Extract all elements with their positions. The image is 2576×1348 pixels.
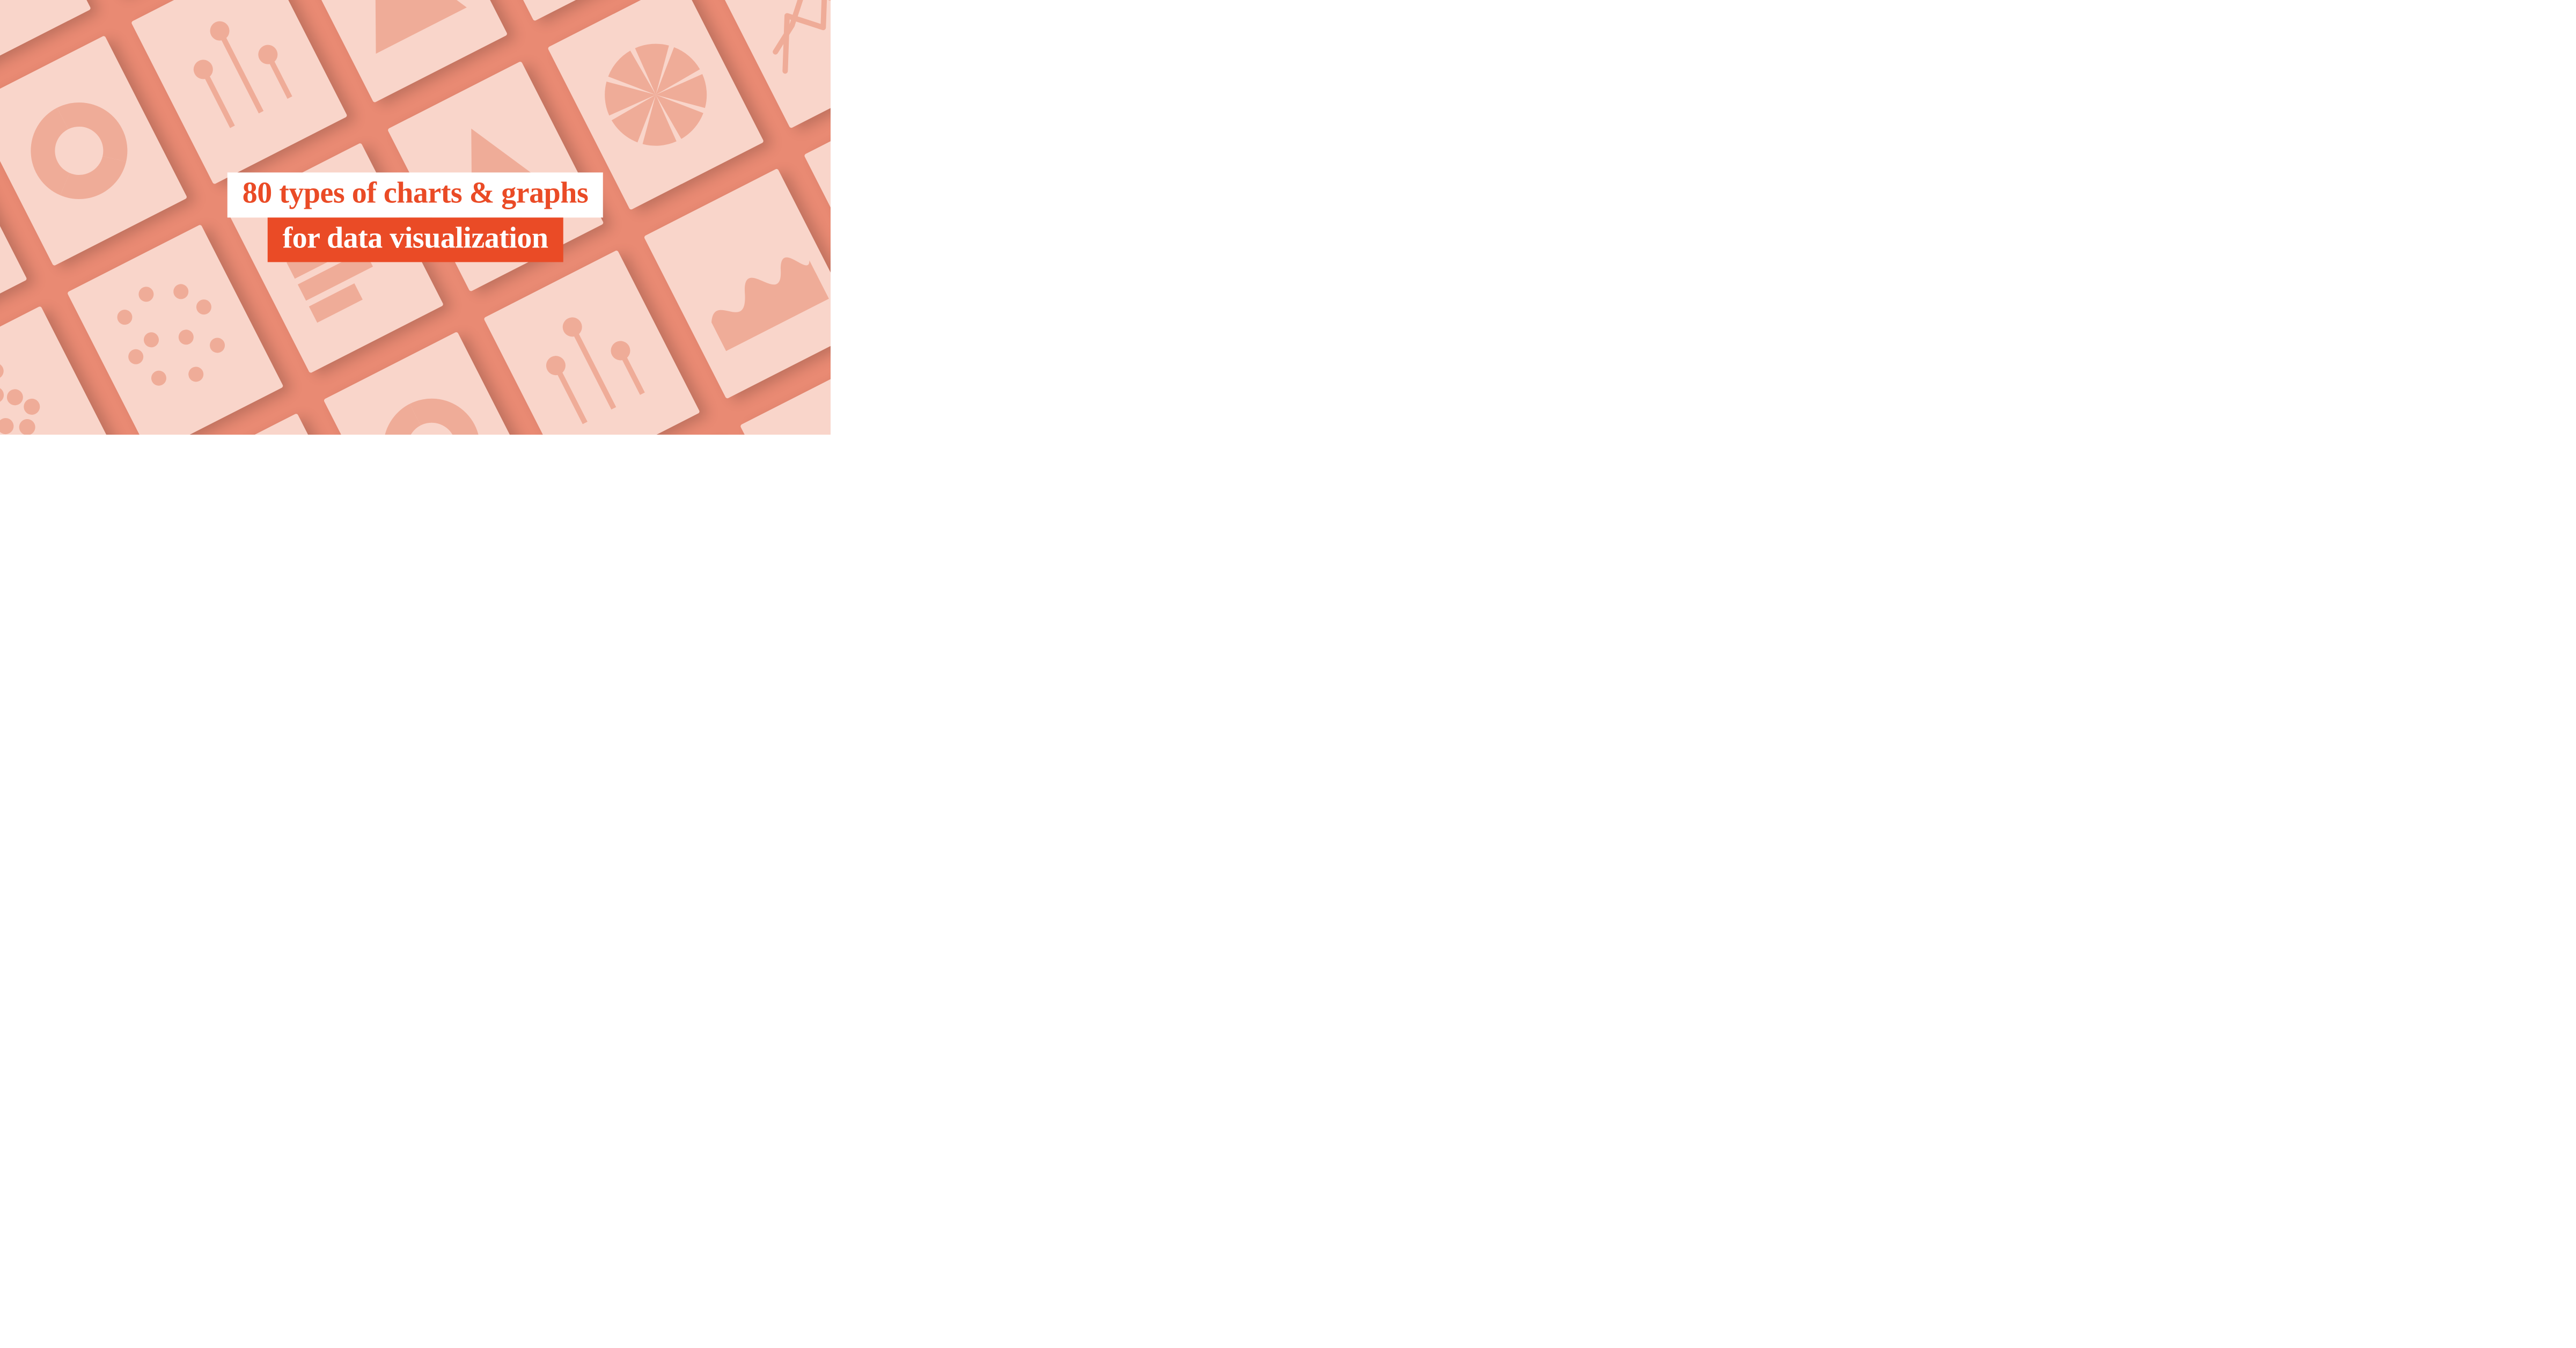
title-block: 80 types of charts & graphs for data vis… [227,172,603,262]
infographic-canvas: 80 types of charts & graphs for data vis… [0,0,831,435]
title-line-2: for data visualization [267,217,563,262]
title-line-1: 80 types of charts & graphs [227,172,603,217]
